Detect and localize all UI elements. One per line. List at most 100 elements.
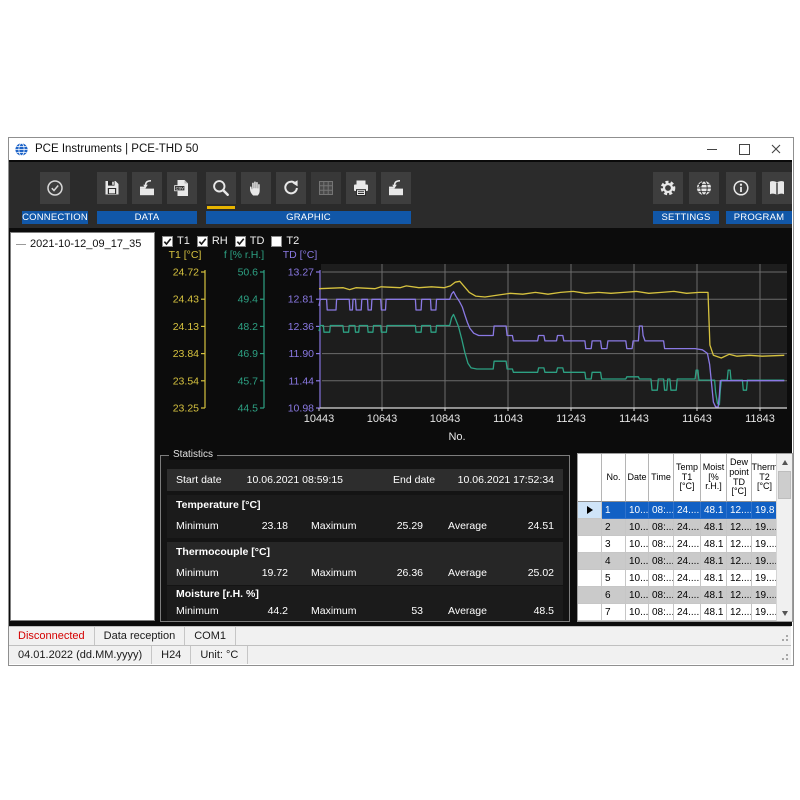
series-checkbox-td[interactable]: TD — [234, 235, 264, 247]
info-button[interactable] — [726, 172, 756, 204]
settings-button[interactable] — [653, 172, 683, 204]
table-cell[interactable]: 12.... — [727, 519, 752, 536]
measurement-chart[interactable]: T1 [°C] 24.72 24.43 24.13 23.84 23.54 23.25 f [… — [155, 246, 797, 448]
column-header[interactable]: Moist [% r.H.] — [701, 454, 727, 502]
table-cell[interactable]: 10... — [626, 570, 649, 587]
row-selector-cell[interactable] — [578, 519, 602, 536]
table-cell[interactable]: 1 — [602, 502, 626, 519]
table-row[interactable]: 7 10... 08:... 24.... 48.1 12.... 19.... — [578, 604, 792, 621]
table-cell[interactable]: 19.... — [752, 604, 778, 621]
table-cell[interactable]: 24.... — [674, 604, 701, 621]
title-bar[interactable]: PCE Instruments | PCE-THD 50 — [9, 138, 792, 160]
selected-row-marker[interactable] — [578, 502, 602, 519]
scroll-down-button[interactable] — [777, 605, 792, 621]
table-cell[interactable]: 10... — [626, 553, 649, 570]
minimize-button[interactable] — [696, 138, 728, 160]
table-cell[interactable]: 08:... — [649, 519, 674, 536]
table-cell[interactable]: 12.... — [727, 502, 752, 519]
table-cell[interactable]: 12.... — [727, 570, 752, 587]
row-selector-cell[interactable] — [578, 570, 602, 587]
load-data-button[interactable] — [132, 172, 162, 204]
table-cell[interactable]: 08:... — [649, 536, 674, 553]
table-cell[interactable]: 2 — [602, 519, 626, 536]
table-cell[interactable]: 08:... — [649, 502, 674, 519]
table-cell[interactable]: 10... — [626, 604, 649, 621]
table-cell[interactable]: 19.8 — [752, 502, 778, 519]
table-cell[interactable]: 48.1 — [701, 553, 727, 570]
table-cell[interactable]: 7 — [602, 604, 626, 621]
table-row[interactable]: 1 10... 08:... 24.... 48.1 12.... 19.8 — [578, 502, 792, 519]
row-selector-cell[interactable] — [578, 553, 602, 570]
column-header[interactable]: Dew point TD [°C] — [727, 454, 752, 502]
manual-button[interactable] — [762, 172, 792, 204]
table-cell[interactable]: 48.1 — [701, 587, 727, 604]
table-row[interactable]: 2 10... 08:... 24.... 48.1 12.... 19.... — [578, 519, 792, 536]
series-checkbox-t2[interactable]: T2 — [271, 235, 299, 247]
table-cell[interactable]: 24.... — [674, 553, 701, 570]
connect-button[interactable] — [40, 172, 70, 204]
table-cell[interactable]: 10... — [626, 502, 649, 519]
export-csv-button[interactable]: CSV — [167, 172, 197, 204]
table-cell[interactable]: 08:... — [649, 604, 674, 621]
table-cell[interactable]: 4 — [602, 553, 626, 570]
save-graphic-button[interactable] — [381, 172, 411, 204]
reset-view-button[interactable] — [276, 172, 306, 204]
table-cell[interactable]: 19.... — [752, 570, 778, 587]
series-checkbox-rh[interactable]: RH — [196, 235, 228, 247]
table-cell[interactable]: 48.1 — [701, 604, 727, 621]
column-header[interactable]: No. — [602, 454, 626, 502]
measurement-table[interactable]: No. Date Time Temp T1 [°C] Moist [% r.H.] Dew poin… — [577, 453, 793, 622]
tree-item-dataset[interactable]: 2021-10-12_09_17_35 — [11, 233, 154, 250]
table-cell[interactable]: 19.... — [752, 587, 778, 604]
table-cell[interactable]: 12.... — [727, 587, 752, 604]
table-row[interactable]: 3 10... 08:... 24.... 48.1 12.... 19.... — [578, 536, 792, 553]
scroll-up-button[interactable] — [777, 454, 792, 470]
table-row[interactable]: 5 10... 08:... 24.... 48.1 12.... 19.... — [578, 570, 792, 587]
table-scrollbar[interactable] — [776, 454, 792, 621]
zoom-tool-button[interactable] — [206, 172, 236, 209]
table-row[interactable]: 4 10... 08:... 24.... 48.1 12.... 19.... — [578, 553, 792, 570]
table-cell[interactable]: 12.... — [727, 536, 752, 553]
row-selector-cell[interactable] — [578, 604, 602, 621]
table-cell[interactable]: 48.1 — [701, 519, 727, 536]
dataset-tree[interactable]: 2021-10-12_09_17_35 — [10, 232, 155, 621]
language-button[interactable] — [689, 172, 719, 204]
table-cell[interactable]: 5 — [602, 570, 626, 587]
table-cell[interactable]: 19.... — [752, 519, 778, 536]
table-cell[interactable]: 24.... — [674, 536, 701, 553]
table-cell[interactable]: 3 — [602, 536, 626, 553]
row-selector-cell[interactable] — [578, 587, 602, 604]
table-cell[interactable]: 24.... — [674, 519, 701, 536]
scrollbar-thumb[interactable] — [778, 471, 791, 499]
table-cell[interactable]: 12.... — [727, 604, 752, 621]
maximize-button[interactable] — [728, 138, 760, 160]
save-data-button[interactable] — [97, 172, 127, 204]
table-cell[interactable]: 24.... — [674, 570, 701, 587]
table-cell[interactable]: 48.1 — [701, 570, 727, 587]
row-selector-cell[interactable] — [578, 536, 602, 553]
table-cell[interactable]: 10... — [626, 587, 649, 604]
table-cell[interactable]: 08:... — [649, 553, 674, 570]
table-cell[interactable]: 6 — [602, 587, 626, 604]
series-checkbox-t1[interactable]: T1 — [162, 235, 190, 247]
table-cell[interactable]: 10... — [626, 536, 649, 553]
column-header[interactable]: Temp T1 [°C] — [674, 454, 701, 502]
table-row[interactable]: 6 10... 08:... 24.... 48.1 12.... 19.... — [578, 587, 792, 604]
print-graphic-button[interactable] — [346, 172, 376, 204]
table-cell[interactable]: 24.... — [674, 502, 701, 519]
grid-toggle-button[interactable] — [311, 172, 341, 204]
table-cell[interactable]: 08:... — [649, 570, 674, 587]
table-cell[interactable]: 48.1 — [701, 502, 727, 519]
table-cell[interactable]: 24.... — [674, 587, 701, 604]
table-cell[interactable]: 08:... — [649, 587, 674, 604]
table-cell[interactable]: 48.1 — [701, 536, 727, 553]
close-button[interactable] — [760, 138, 792, 160]
table-cell[interactable]: 19.... — [752, 553, 778, 570]
table-cell[interactable]: 10... — [626, 519, 649, 536]
column-header[interactable]: Therm T2 [°C] — [752, 454, 778, 502]
table-cell[interactable]: 19.... — [752, 536, 778, 553]
column-header[interactable]: Time — [649, 454, 674, 502]
column-header[interactable]: Date — [626, 454, 649, 502]
table-cell[interactable]: 12.... — [727, 553, 752, 570]
pan-tool-button[interactable] — [241, 172, 271, 204]
